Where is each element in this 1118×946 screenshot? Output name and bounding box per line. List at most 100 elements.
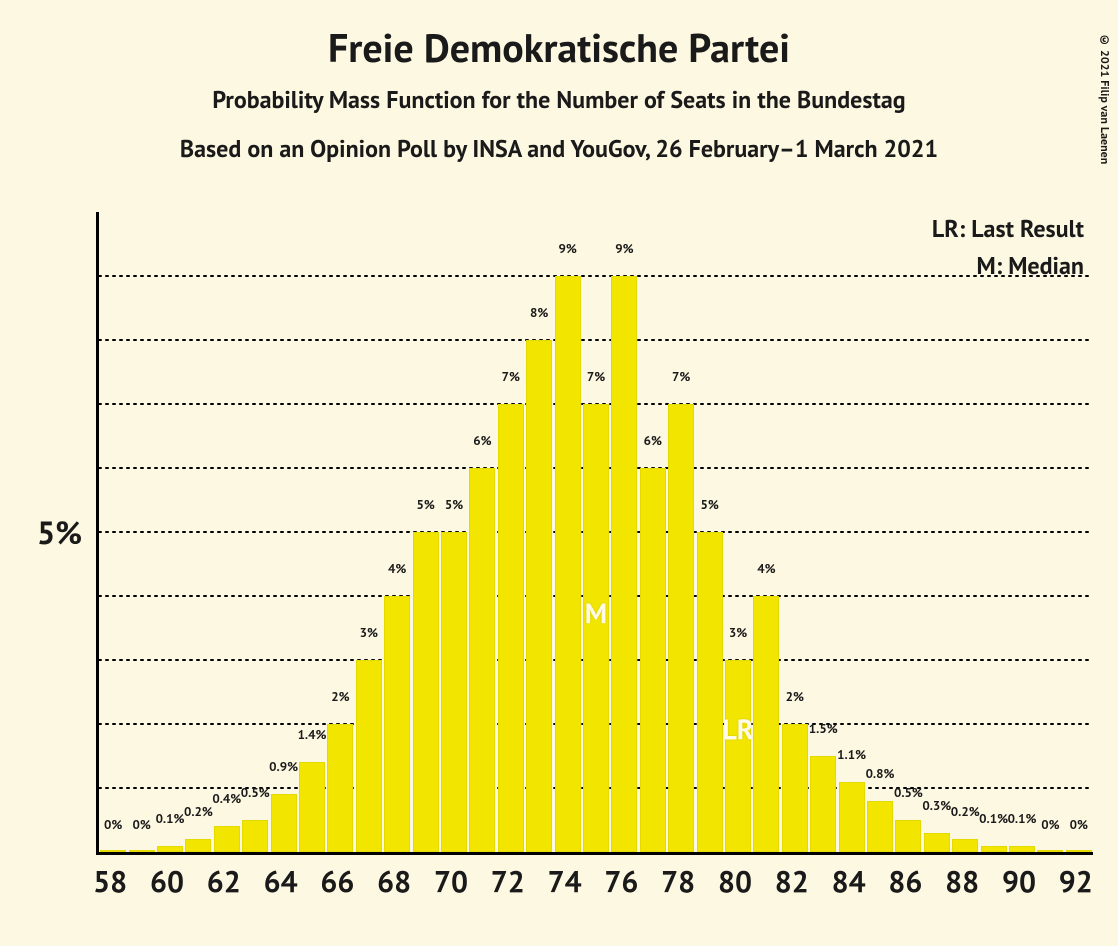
x-tick-label: 80	[718, 862, 752, 901]
bar-value-label: 0.5%	[894, 784, 923, 801]
bar-value-label: 4%	[757, 560, 775, 577]
bar-value-label: 3%	[729, 624, 747, 641]
x-tick-label: 84	[832, 862, 866, 901]
bar-value-label: 0.9%	[269, 758, 298, 775]
bar	[924, 833, 950, 852]
bar-value-label: 0%	[132, 816, 150, 833]
bar-value-label: 8%	[530, 304, 548, 321]
chart-title: Freie Demokratische Partei	[0, 22, 1118, 74]
chart-subtitle: Probability Mass Function for the Number…	[0, 84, 1118, 115]
bar	[441, 532, 467, 852]
bar	[100, 850, 126, 852]
x-tick-label: 72	[491, 862, 525, 901]
bar	[895, 820, 921, 852]
bar-value-label: 6%	[473, 432, 491, 449]
bar	[839, 782, 865, 852]
bar	[129, 850, 155, 852]
bar-value-label: 0.1%	[1008, 810, 1037, 827]
x-tick-label: 60	[150, 862, 184, 901]
x-axis-labels: 58 60 62 64 66 68 70 72 74 76 78 80 82 84 86 88 90 92	[96, 862, 1090, 902]
bar-value-label: 2%	[786, 688, 804, 705]
x-tick-label: 62	[207, 862, 241, 901]
bar	[1066, 850, 1092, 852]
bar	[1009, 846, 1035, 852]
bar-value-label: 0.1%	[156, 810, 185, 827]
bar	[469, 468, 495, 852]
x-tick-label: 88	[945, 862, 979, 901]
bar-value-label: 1.4%	[298, 726, 327, 743]
bar	[157, 846, 183, 852]
bar	[782, 724, 808, 852]
bar-value-label: 2%	[331, 688, 349, 705]
bar	[867, 801, 893, 852]
bar	[668, 404, 694, 852]
bar	[725, 660, 751, 852]
bar-value-label: 0%	[104, 816, 122, 833]
x-tick-label: 74	[548, 862, 582, 901]
x-tick-label: 70	[434, 862, 468, 901]
bar	[583, 404, 609, 852]
x-tick-label: 90	[1002, 862, 1036, 901]
x-tick-label: 86	[888, 862, 922, 901]
bar	[384, 596, 410, 852]
x-tick-label: 82	[775, 862, 809, 901]
bar-value-label: 5%	[445, 496, 463, 513]
bar	[242, 820, 268, 852]
bar	[611, 276, 637, 852]
x-tick-label: 78	[661, 862, 695, 901]
bar-value-label: 7%	[502, 368, 520, 385]
bar	[640, 468, 666, 852]
bar	[214, 826, 240, 852]
bar	[271, 794, 297, 852]
x-tick-label: 68	[377, 862, 411, 901]
chart-subtitle2: Based on an Opinion Poll by INSA and You…	[0, 133, 1118, 164]
bar-value-label: 0.2%	[951, 803, 980, 820]
bar	[299, 762, 325, 852]
copyright-text: © 2021 Filip van Laenen	[1097, 32, 1112, 164]
bar	[356, 660, 382, 852]
plot-area: 0%0%0.1%0.2%0.4%0.5%0.9%1.4%2%3%4%5%5%6%…	[96, 212, 1093, 855]
bar	[981, 846, 1007, 852]
bar-value-label: 1.5%	[809, 720, 838, 737]
bar-value-label: 7%	[672, 368, 690, 385]
bar-value-label: 9%	[558, 240, 576, 257]
bar	[697, 532, 723, 852]
bar	[413, 532, 439, 852]
x-tick-label: 76	[604, 862, 638, 901]
bar	[810, 756, 836, 852]
bar-value-label: 0.3%	[922, 797, 951, 814]
bar-value-label: 0.4%	[212, 790, 241, 807]
bar-value-label: 0%	[1070, 816, 1088, 833]
bar	[526, 340, 552, 852]
x-tick-label: 66	[320, 862, 354, 901]
bar-value-label: 7%	[587, 368, 605, 385]
bar	[327, 724, 353, 852]
y-tick-5pct: 5%	[12, 511, 82, 553]
x-tick-label: 92	[1059, 862, 1093, 901]
bar-value-label: 1.1%	[837, 746, 866, 763]
x-tick-label: 58	[93, 862, 127, 901]
bar-value-label: 3%	[360, 624, 378, 641]
bar-value-label: 6%	[644, 432, 662, 449]
legend: LR: Last Result M: Median	[932, 210, 1084, 284]
bar-value-label: 0.1%	[979, 810, 1008, 827]
bar	[1037, 850, 1063, 852]
bar	[952, 839, 978, 852]
bar-value-label: 0.8%	[866, 765, 895, 782]
bar-value-label: 0%	[1041, 816, 1059, 833]
x-tick-label: 64	[264, 862, 298, 901]
bar-value-label: 5%	[700, 496, 718, 513]
bar-value-label: 4%	[388, 560, 406, 577]
pmf-chart: 0%0%0.1%0.2%0.4%0.5%0.9%1.4%2%3%4%5%5%6%…	[96, 212, 1090, 852]
legend-last-result: LR: Last Result	[932, 210, 1084, 247]
bar	[185, 839, 211, 852]
bars-layer: 0%0%0.1%0.2%0.4%0.5%0.9%1.4%2%3%4%5%5%6%…	[99, 212, 1093, 852]
bar-value-label: 5%	[416, 496, 434, 513]
legend-median: M: Median	[932, 247, 1084, 284]
bar-value-label: 0.5%	[241, 784, 270, 801]
bar	[753, 596, 779, 852]
bar	[555, 276, 581, 852]
bar	[498, 404, 524, 852]
bar-value-label: 9%	[615, 240, 633, 257]
bar-value-label: 0.2%	[184, 803, 213, 820]
